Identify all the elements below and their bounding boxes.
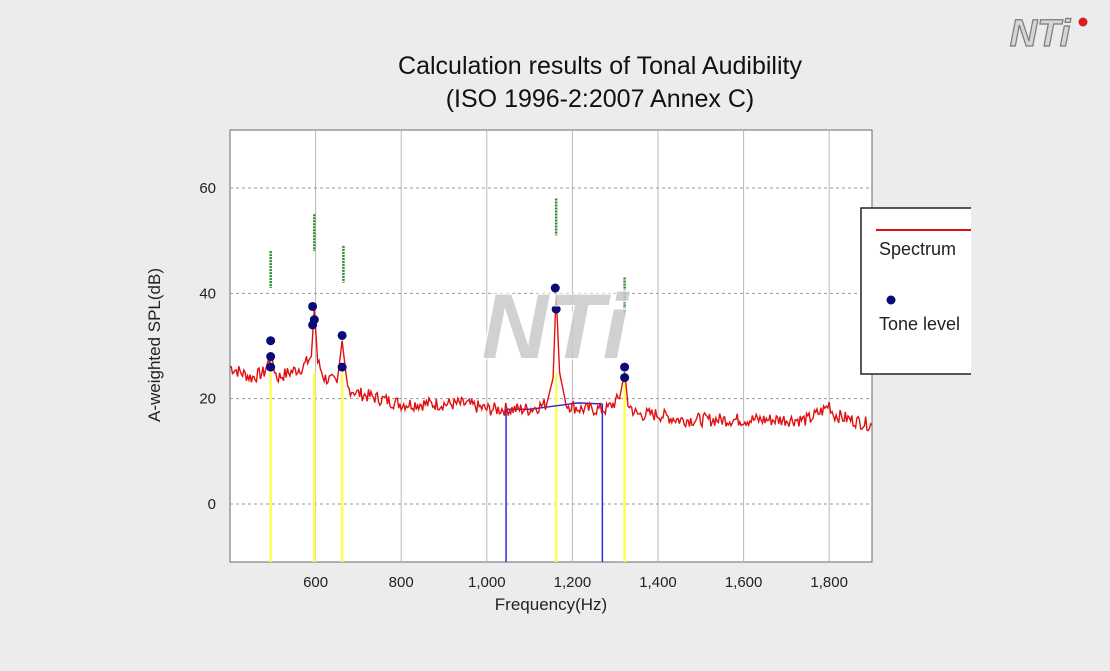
- watermark: NTi: [480, 275, 632, 380]
- y-axis-label: A-weighted SPL(dB): [145, 268, 164, 422]
- grid-lines: [230, 130, 872, 562]
- x-axis-label: Frequency(Hz): [495, 595, 607, 614]
- chart-title: Calculation results of Tonal Audibility: [398, 52, 802, 80]
- tone-level-point: [551, 304, 561, 314]
- spectrum-series: [229, 293, 873, 432]
- logo: NTi: [1009, 12, 1088, 56]
- tone-level-point: [309, 315, 319, 325]
- y-tick-label: 0: [208, 496, 216, 513]
- tone-level-point: [337, 362, 347, 372]
- x-tick-label: 600: [303, 574, 328, 591]
- legend-spectrum-label: Spectrum: [879, 239, 956, 259]
- y-axis-ticks: 0 20 40 60: [199, 180, 216, 513]
- plot-area: [229, 129, 873, 563]
- logo-dot-icon: [1078, 17, 1088, 27]
- tone-level-point: [266, 352, 276, 362]
- logo-text: NTi: [1010, 13, 1072, 55]
- tone-level-point: [266, 336, 276, 346]
- x-axis-ticks: 600 800 1,000 1,200 1,400 1,600 1,800: [303, 574, 848, 591]
- tone-level-point: [550, 283, 560, 293]
- legend-tone-swatch: [886, 295, 896, 305]
- y-tick-label: 60: [199, 180, 216, 197]
- y-tick-label: 20: [199, 391, 216, 408]
- legend-tone-label: Tone level: [879, 314, 960, 334]
- tone-level-point: [308, 301, 318, 311]
- watermark-text: NTi: [482, 276, 631, 378]
- audibility-markers: [269, 198, 626, 315]
- chart-subtitle: (ISO 1996-2:2007 Annex C): [446, 85, 755, 113]
- y-tick-label: 40: [199, 285, 216, 302]
- legend: Spectrum Tone level: [860, 207, 971, 375]
- tone-marker-lines: [269, 372, 626, 562]
- spectrum-line: [229, 293, 873, 432]
- x-tick-label: 1,400: [639, 574, 677, 591]
- tone-level-point: [620, 362, 630, 372]
- tone-level-point: [620, 373, 630, 383]
- x-tick-label: 800: [389, 574, 414, 591]
- x-tick-label: 1,200: [554, 574, 592, 591]
- legend-box: [860, 207, 971, 375]
- x-tick-label: 1,000: [468, 574, 506, 591]
- x-tick-label: 1,800: [810, 574, 848, 591]
- tone-level-series: [266, 283, 630, 383]
- tone-level-point: [337, 330, 347, 340]
- tone-level-point: [266, 362, 276, 372]
- x-tick-label: 1,600: [725, 574, 763, 591]
